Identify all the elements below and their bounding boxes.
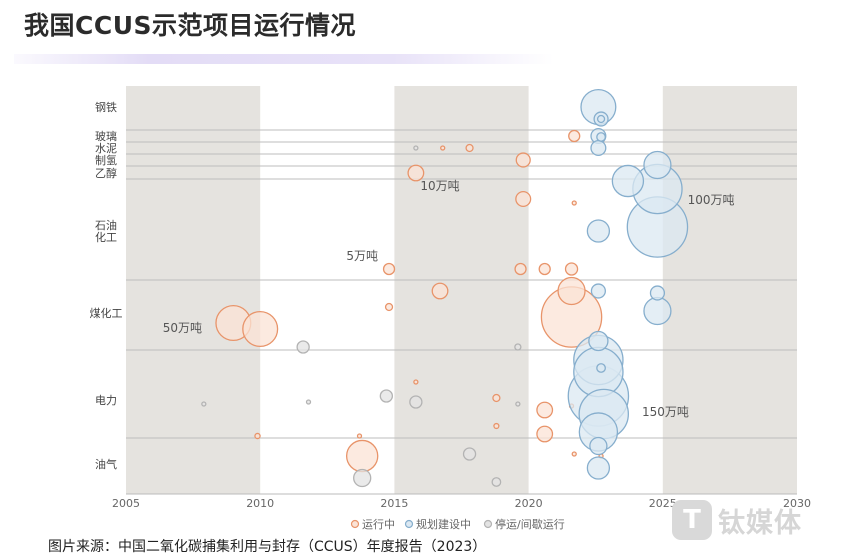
bubble-operating-18 — [492, 393, 501, 403]
bubble-operating-3 — [345, 439, 379, 473]
bubble-operating-10 — [515, 152, 531, 168]
legend-label-operating: 运行中 — [362, 518, 395, 531]
bubble-operating-15 — [538, 262, 551, 276]
category-dividers — [126, 129, 797, 439]
category-label-petrochem: 化工 — [95, 230, 117, 244]
watermark-logo-icon: T — [672, 500, 712, 540]
category-label-glass: 玻璃 — [95, 129, 117, 143]
bubble-stopped-2 — [379, 389, 394, 403]
x-tick-2005: 2005 — [112, 497, 140, 510]
bubble-operating-20 — [493, 422, 500, 430]
legend: 运行中 规划建设中 停运/间歇运行 — [350, 517, 565, 531]
bubble-planned-18 — [649, 285, 666, 301]
x-tick-2025: 2025 — [649, 497, 677, 510]
bubble-planned-9 — [643, 150, 672, 180]
bubble-operating-12 — [568, 129, 581, 143]
legend-marker-planned — [404, 519, 414, 529]
category-label-cement: 水泥 — [95, 142, 117, 155]
size-annotations: 10万吨 100万吨 5万吨 50万吨 150万吨 — [163, 179, 735, 419]
bubble-operating-13 — [382, 262, 396, 276]
x-tick-2030: 2030 — [783, 497, 811, 510]
bubble-planned-22 — [596, 114, 606, 124]
x-tick-2015: 2015 — [380, 497, 408, 510]
watermark-text: 钛媒体 — [718, 507, 802, 539]
x-axis-ticks: 2005 2010 2015 2020 2025 2030 — [112, 497, 811, 510]
bubble-operating-26 — [571, 451, 577, 457]
bubble-operating-7 — [536, 401, 554, 419]
legend-marker-stopped — [483, 519, 493, 529]
category-label-petrochem: 石油 — [95, 218, 117, 232]
size-annotation-1: 100万吨 — [688, 193, 735, 207]
x-tick-2020: 2020 — [515, 497, 543, 510]
bubble-operating-9 — [515, 190, 532, 208]
watermark: T 钛媒体 — [672, 497, 842, 543]
bubble-operating-4 — [557, 276, 586, 306]
bubble-planned-10 — [643, 296, 672, 326]
bubble-stopped-4 — [462, 447, 477, 461]
bubble-operating-14 — [514, 262, 527, 276]
bubble-operating-2 — [242, 310, 279, 348]
bubble-planned-14 — [589, 436, 608, 456]
bubble-operating-17 — [384, 302, 394, 312]
bubble-planned-21 — [596, 363, 606, 373]
bubble-planned-19 — [590, 283, 606, 299]
shaded-band-2 — [662, 86, 797, 494]
legend-label-stopped: 停运/间歇运行 — [495, 517, 565, 531]
size-annotation-4: 150万吨 — [642, 405, 689, 419]
x-tick-2010: 2010 — [246, 497, 274, 510]
bubble-planned-20 — [596, 132, 606, 142]
title-underline — [14, 54, 554, 64]
bubble-planned-12 — [586, 456, 611, 480]
legend-marker-operating — [350, 519, 360, 529]
bubble-operating-5 — [407, 164, 425, 182]
bubble-stopped-1 — [296, 340, 310, 354]
bubbles — [201, 88, 689, 488]
bubble-stopped-5 — [491, 477, 502, 487]
bubble-operating-24 — [413, 379, 419, 385]
category-label-coalchem: 煤化工 — [90, 306, 123, 320]
bubble-operating-21 — [571, 200, 577, 206]
bubble-planned-16 — [590, 139, 607, 157]
shaded-band-0 — [126, 86, 261, 494]
bubble-planned-13 — [588, 330, 609, 352]
category-label-steel: 钢铁 — [95, 101, 117, 114]
shaded-bands — [126, 86, 797, 494]
bubble-stopped-3 — [409, 395, 423, 409]
bubble-operating-6 — [431, 282, 449, 300]
page-title: 我国CCUS示范项目运行情况 — [24, 11, 357, 40]
category-label-ethanol: 乙醇 — [95, 166, 117, 180]
bubble-stopped-0 — [353, 468, 372, 488]
bubble-planned-8 — [611, 164, 645, 198]
bubble-operating-11 — [564, 262, 579, 276]
legend-label-planned: 规划建设中 — [416, 517, 471, 531]
size-annotation-3: 50万吨 — [163, 321, 202, 335]
bubble-planned-11 — [586, 219, 611, 243]
bubble-stopped-10 — [515, 401, 521, 407]
bubble-operating-25 — [440, 145, 446, 151]
bubble-stopped-8 — [201, 401, 207, 407]
bubble-operating-16 — [465, 143, 474, 153]
bubble-stopped-7 — [413, 145, 419, 151]
category-label-hydrogen: 制氢 — [95, 153, 117, 167]
size-annotation-2: 5万吨 — [346, 249, 378, 263]
bubble-operating-23 — [356, 433, 363, 439]
category-label-power: 电力 — [95, 394, 117, 407]
bubble-stopped-9 — [305, 399, 312, 405]
bubble-operating-8 — [536, 425, 554, 443]
size-annotation-0: 10万吨 — [420, 179, 459, 193]
bubble-stopped-6 — [514, 343, 522, 351]
bubble-operating-19 — [254, 432, 261, 440]
source-note: 图片来源：中国二氧化碳捕集利用与封存（CCUS）年度报告（2023） — [48, 539, 487, 555]
category-label-oilgas: 油气 — [95, 457, 117, 471]
